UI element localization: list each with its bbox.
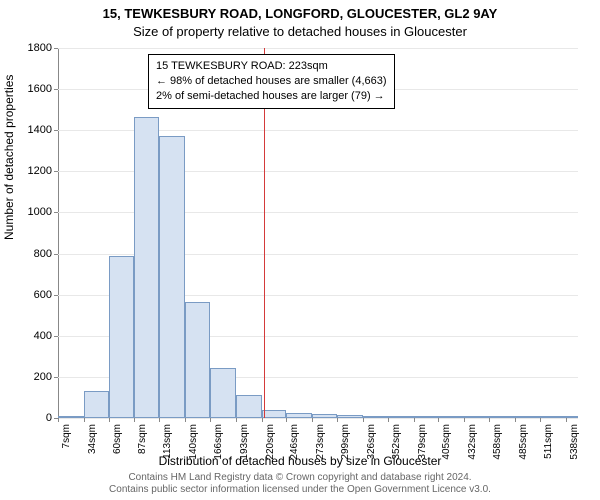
xtick-mark <box>312 418 313 422</box>
xtick-mark <box>438 418 439 422</box>
ytick-label: 400 <box>34 330 52 342</box>
xtick-mark <box>58 418 59 422</box>
histogram-bar <box>540 416 566 418</box>
xtick-mark <box>388 418 389 422</box>
chart-title: 15, TEWKESBURY ROAD, LONGFORD, GLOUCESTE… <box>0 6 600 21</box>
ytick-label: 0 <box>46 412 52 424</box>
xtick-mark <box>464 418 465 422</box>
annotation-line2: ← 98% of detached houses are smaller (4,… <box>156 74 387 89</box>
xtick-mark <box>159 418 160 422</box>
histogram-bar <box>134 117 159 418</box>
histogram-bar <box>489 416 515 418</box>
histogram-bar <box>363 416 388 418</box>
xtick-mark <box>109 418 110 422</box>
x-axis-label: Distribution of detached houses by size … <box>0 454 600 468</box>
ytick-mark <box>54 295 58 296</box>
gridline <box>58 48 578 49</box>
histogram-bar <box>337 415 363 418</box>
xtick-mark <box>262 418 263 422</box>
ytick-mark <box>54 48 58 49</box>
footer-line1: Contains HM Land Registry data © Crown c… <box>0 472 600 484</box>
histogram-bar <box>388 416 414 418</box>
xtick-mark <box>566 418 567 422</box>
histogram-bar <box>109 256 135 418</box>
ytick-mark <box>54 254 58 255</box>
histogram-bar <box>236 395 262 418</box>
ytick-mark <box>54 130 58 131</box>
ytick-mark <box>54 377 58 378</box>
y-axis-line <box>58 48 59 418</box>
ytick-label: 600 <box>34 289 52 301</box>
chart-subtitle: Size of property relative to detached ho… <box>0 24 600 39</box>
xtick-mark <box>84 418 85 422</box>
histogram-bar <box>438 416 464 418</box>
annotation-box: 15 TEWKESBURY ROAD: 223sqm ← 98% of deta… <box>148 54 395 109</box>
ytick-label: 1400 <box>28 124 52 136</box>
histogram-bar <box>185 302 210 418</box>
histogram-bar <box>566 416 578 418</box>
histogram-bar <box>414 416 439 418</box>
histogram-bar <box>312 414 337 418</box>
xtick-mark <box>134 418 135 422</box>
xtick-label: 87sqm <box>137 424 148 454</box>
histogram-bar <box>58 416 84 418</box>
xtick-label: 7sqm <box>61 424 72 448</box>
histogram-bar <box>515 416 540 418</box>
ytick-mark <box>54 212 58 213</box>
plot-area: 0200400600800100012001400160018007sqm34s… <box>58 48 578 418</box>
ytick-mark <box>54 336 58 337</box>
xtick-mark <box>236 418 237 422</box>
xtick-mark <box>515 418 516 422</box>
chart-container: 15, TEWKESBURY ROAD, LONGFORD, GLOUCESTE… <box>0 0 600 500</box>
histogram-bar <box>464 416 489 418</box>
ytick-mark <box>54 89 58 90</box>
gridline <box>58 418 578 419</box>
xtick-label: 34sqm <box>87 424 98 454</box>
xtick-mark <box>540 418 541 422</box>
footer-attribution: Contains HM Land Registry data © Crown c… <box>0 472 600 496</box>
annotation-line3: 2% of semi-detached houses are larger (7… <box>156 89 387 104</box>
ytick-label: 1000 <box>28 206 52 218</box>
xtick-mark <box>414 418 415 422</box>
ytick-label: 800 <box>34 248 52 260</box>
xtick-mark <box>489 418 490 422</box>
xtick-mark <box>363 418 364 422</box>
ytick-label: 1200 <box>28 165 52 177</box>
xtick-mark <box>337 418 338 422</box>
footer-line2: Contains public sector information licen… <box>0 484 600 496</box>
ytick-label: 200 <box>34 371 52 383</box>
ytick-mark <box>54 171 58 172</box>
y-axis-label: Number of detached properties <box>2 75 16 240</box>
histogram-bar <box>210 368 236 418</box>
histogram-bar <box>84 391 109 418</box>
xtick-mark <box>185 418 186 422</box>
xtick-mark <box>286 418 287 422</box>
ytick-label: 1800 <box>28 42 52 54</box>
histogram-bar <box>159 136 185 418</box>
ytick-label: 1600 <box>28 83 52 95</box>
xtick-mark <box>210 418 211 422</box>
annotation-line1: 15 TEWKESBURY ROAD: 223sqm <box>156 59 387 74</box>
xtick-label: 60sqm <box>112 424 123 454</box>
histogram-bar <box>286 413 312 418</box>
